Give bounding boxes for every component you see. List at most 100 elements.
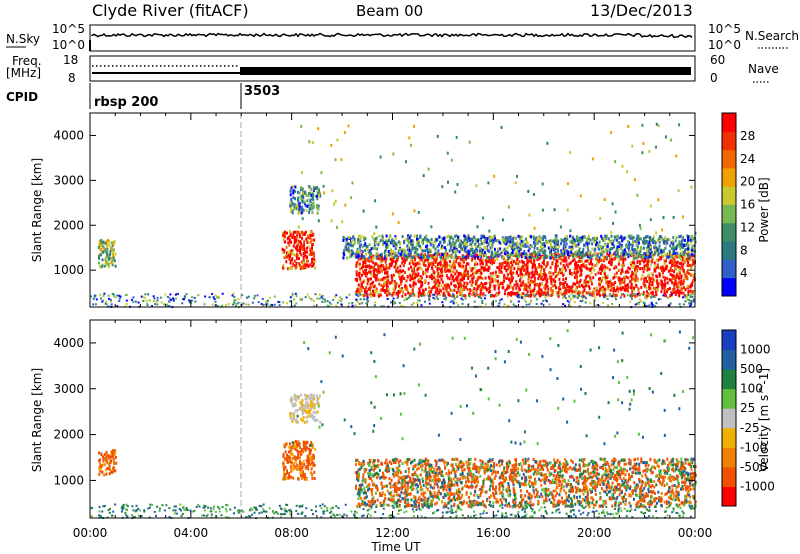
scatter-cell xyxy=(648,245,651,249)
scatter-cell xyxy=(304,230,307,234)
scatter-cell xyxy=(610,131,613,134)
scatter-cell xyxy=(310,204,313,207)
scatter-cell xyxy=(451,249,454,252)
scatter-cell xyxy=(615,255,618,259)
scatter-cell xyxy=(296,468,299,471)
scatter-cell xyxy=(678,243,681,247)
scatter-cell xyxy=(466,287,469,291)
scatter-cell xyxy=(544,277,547,281)
scatter-cell xyxy=(654,295,657,298)
scatter-cell xyxy=(295,240,298,244)
scatter-cell xyxy=(435,238,438,242)
scatter-cell xyxy=(203,303,206,306)
scatter-cell xyxy=(448,268,451,272)
scatter-cell xyxy=(505,277,508,280)
scatter-cell xyxy=(300,197,303,201)
scatter-cell xyxy=(664,284,667,288)
scatter-cell xyxy=(464,235,467,239)
scatter-cell xyxy=(143,297,146,300)
scatter-cell xyxy=(313,257,316,261)
scatter-cell xyxy=(416,242,419,246)
scatter-cell xyxy=(474,282,477,286)
scatter-cell xyxy=(686,284,689,288)
scatter-cell xyxy=(482,262,484,266)
scatter-cell xyxy=(434,265,437,269)
scatter-cell xyxy=(618,279,621,283)
scatter-cell xyxy=(356,300,359,303)
scatter-cell xyxy=(582,247,585,251)
scatter-cell xyxy=(596,237,599,240)
scatter-cell xyxy=(623,252,625,256)
scatter-cell xyxy=(369,253,372,256)
scatter-cell xyxy=(295,257,298,261)
scatter-cell xyxy=(669,302,672,305)
scatter-cell xyxy=(564,239,567,243)
scatter-cell xyxy=(482,216,485,220)
scatter-cell xyxy=(304,266,307,270)
scatter-cell xyxy=(579,291,582,295)
scatter-cell xyxy=(401,288,404,292)
scatter-cell xyxy=(526,294,529,297)
scatter-cell xyxy=(113,259,116,263)
scatter-cell xyxy=(502,249,505,253)
scatter-cell xyxy=(435,288,438,292)
scatter-cell xyxy=(303,463,306,467)
scatter-cell xyxy=(296,463,299,467)
scatter-cell xyxy=(471,250,474,254)
scatter-cell xyxy=(355,273,358,277)
scatter-cell xyxy=(298,191,301,195)
scatter-cell xyxy=(282,477,285,481)
scatter-cell xyxy=(364,290,367,294)
scatter-cell xyxy=(112,248,115,252)
scatter-cell xyxy=(469,237,472,241)
scatter-cell xyxy=(387,291,390,295)
scatter-cell xyxy=(302,255,305,259)
scatter-cell xyxy=(403,260,406,264)
scatter-cell xyxy=(501,218,504,222)
scatter-cell xyxy=(464,246,467,250)
scatter-cell xyxy=(295,244,298,248)
scatter-cell xyxy=(569,253,572,257)
scatter-cell xyxy=(105,459,108,463)
scatter-cell xyxy=(666,254,669,258)
scatter-cell xyxy=(567,253,569,256)
scatter-cell xyxy=(565,297,568,300)
scatter-cell xyxy=(670,291,673,295)
scatter-cell xyxy=(600,268,603,272)
scatter-cell xyxy=(372,256,375,260)
scatter-cell xyxy=(332,298,335,301)
scatter-cell xyxy=(579,251,582,255)
scatter-cell xyxy=(522,292,525,295)
scatter-cell xyxy=(596,241,598,245)
scatter-cell xyxy=(461,294,464,297)
scatter-cell xyxy=(571,285,574,288)
scatter-cell xyxy=(489,294,492,297)
scatter-cell xyxy=(629,243,632,247)
scatter-cell xyxy=(602,301,605,304)
scatter-cell xyxy=(616,294,618,298)
scatter-cell xyxy=(370,272,372,276)
scatter-cell xyxy=(359,237,362,241)
scatter-cell xyxy=(597,271,600,275)
scatter-cell xyxy=(637,288,640,292)
scatter-cell xyxy=(579,260,582,263)
scatter-cell xyxy=(301,230,303,234)
scatter-cell xyxy=(420,295,423,298)
scatter-cell xyxy=(311,264,313,268)
scatter-cell xyxy=(507,257,510,261)
scatter-cell xyxy=(309,471,312,475)
scatter-cell xyxy=(532,264,535,268)
scatter-cell xyxy=(102,294,105,297)
scatter-cell xyxy=(629,295,632,298)
scatter-cell xyxy=(533,264,536,268)
scatter-cell xyxy=(517,300,520,303)
scatter-cell xyxy=(485,262,488,266)
scatter-cell xyxy=(597,245,599,249)
scatter-cell xyxy=(626,239,629,243)
scatter-cell xyxy=(454,272,457,276)
scatter-cell xyxy=(394,260,397,264)
scatter-cell xyxy=(401,274,404,278)
scatter-cell xyxy=(568,262,571,266)
scatter-cell xyxy=(673,275,676,279)
scatter-cell xyxy=(514,181,517,185)
